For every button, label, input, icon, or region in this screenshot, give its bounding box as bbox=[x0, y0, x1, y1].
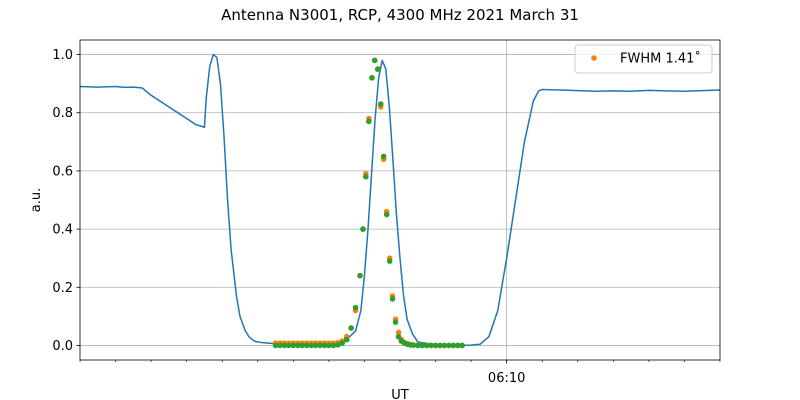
series-line bbox=[80, 53, 720, 347]
data-point-series-2 bbox=[290, 342, 297, 349]
y-axis-label: a.u. bbox=[29, 188, 44, 212]
data-point-series-2 bbox=[348, 325, 354, 331]
legend-marker bbox=[591, 55, 597, 61]
data-point-series-2 bbox=[286, 342, 292, 349]
data-point-series-2 bbox=[383, 211, 390, 218]
data-point-series-2 bbox=[386, 258, 393, 264]
data-point-series-1 bbox=[395, 329, 402, 336]
data-point-series-2 bbox=[395, 333, 402, 340]
data-point-series-2 bbox=[432, 342, 439, 349]
data-point-series-2 bbox=[450, 342, 457, 349]
legend: FWHM 1.41˚ bbox=[574, 44, 713, 74]
data-point-series-2 bbox=[446, 342, 452, 349]
x-axis-label: UT bbox=[391, 388, 409, 400]
axes-frame bbox=[79, 39, 721, 361]
data-point-series-2 bbox=[366, 118, 372, 125]
data-point-series-2 bbox=[277, 342, 283, 349]
data-point-series-2 bbox=[317, 342, 323, 349]
data-point-series-2 bbox=[371, 57, 378, 64]
data-point-series-2 bbox=[357, 272, 363, 279]
data-point-series-2 bbox=[294, 342, 301, 349]
chart-title: Antenna N3001, RCP, 4300 MHz 2021 March … bbox=[221, 6, 579, 24]
data-point-series-2 bbox=[459, 342, 466, 349]
data-point-series-2 bbox=[343, 336, 350, 343]
data-point-series-2 bbox=[363, 173, 369, 180]
x-tick-label: 06:10 bbox=[488, 371, 525, 386]
data-point-series-2 bbox=[312, 342, 319, 349]
data-point-series-2 bbox=[352, 304, 359, 311]
y-tick-label: 0.4 bbox=[52, 223, 73, 238]
data-point-series-2 bbox=[380, 153, 387, 160]
data-point-series-2 bbox=[334, 342, 341, 348]
data-point-series-2 bbox=[389, 296, 396, 302]
data-point-series-2 bbox=[419, 342, 426, 349]
data-point-series-2 bbox=[330, 342, 337, 349]
data-point-series-2 bbox=[374, 66, 381, 72]
data-point-series-2 bbox=[303, 342, 310, 349]
data-point-series-2 bbox=[392, 319, 399, 325]
data-point-series-2 bbox=[441, 342, 448, 349]
data-point-series-2 bbox=[454, 342, 461, 349]
y-tick-label: 0.2 bbox=[52, 281, 73, 296]
data-point-series-2 bbox=[326, 342, 332, 349]
data-point-series-2 bbox=[378, 101, 384, 107]
y-tick-label: 1.0 bbox=[52, 48, 73, 63]
data-point-series-2 bbox=[321, 342, 328, 349]
data-point-series-2 bbox=[437, 342, 443, 349]
data-point-series-2 bbox=[423, 342, 430, 349]
data-point-series-2 bbox=[360, 226, 366, 232]
legend-frame bbox=[574, 44, 713, 74]
data-point-series-2 bbox=[428, 342, 434, 349]
data-point-series-2 bbox=[308, 342, 314, 349]
data-point-series-2 bbox=[410, 342, 417, 348]
data-point-series-2 bbox=[272, 342, 279, 349]
data-point-series-2 bbox=[299, 342, 306, 349]
data-point-series-2 bbox=[281, 342, 288, 349]
data-point-series-2 bbox=[414, 342, 421, 349]
data-layer bbox=[80, 53, 720, 349]
legend-label: FWHM 1.41˚ bbox=[620, 51, 701, 67]
y-tick-label: 0.8 bbox=[52, 106, 73, 121]
y-tick-label: 0.0 bbox=[52, 339, 73, 354]
plot-area: 0.0 0.2 0.4 0.6 0.8 1.0 06:10 bbox=[52, 39, 721, 386]
data-point-series-2 bbox=[369, 75, 375, 81]
data-point-series-2 bbox=[339, 340, 346, 346]
y-tick-label: 0.6 bbox=[52, 164, 73, 179]
